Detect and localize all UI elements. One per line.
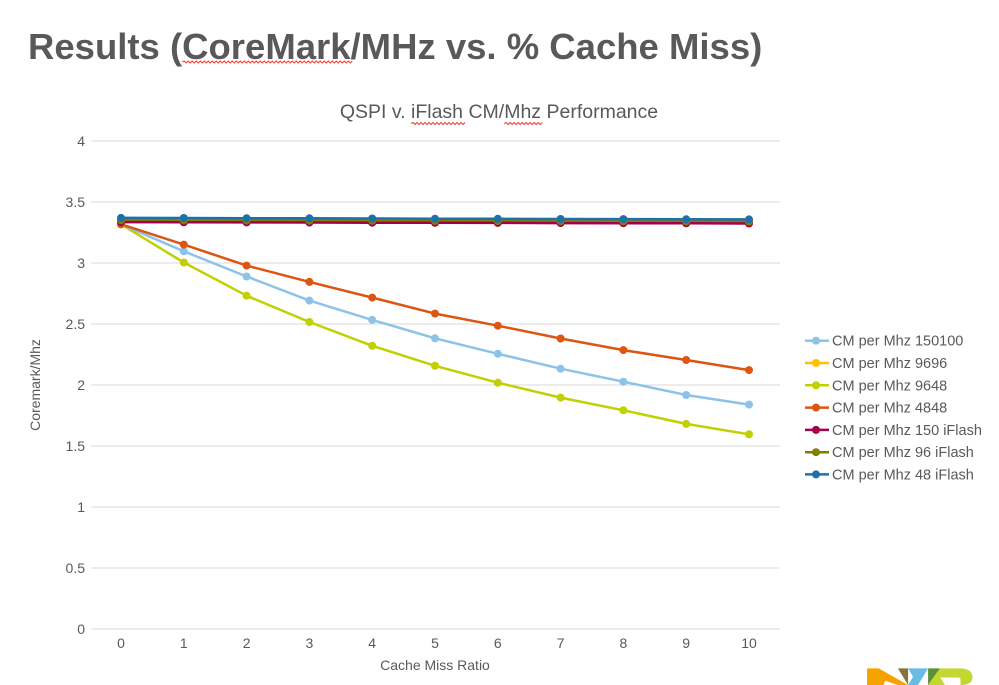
svg-text:0: 0 [117,635,125,651]
svg-text:0: 0 [77,621,85,637]
svg-text:5: 5 [431,635,439,651]
svg-text:0.5: 0.5 [66,560,86,576]
svg-text:1: 1 [77,499,85,515]
svg-text:3.5: 3.5 [66,194,86,210]
svg-text:10: 10 [741,635,757,651]
svg-text:3: 3 [77,255,85,271]
svg-text:8: 8 [620,635,628,651]
svg-text:4: 4 [368,635,376,651]
svg-text:1: 1 [180,635,188,651]
svg-text:2.5: 2.5 [66,316,86,332]
svg-text:1.5: 1.5 [66,438,86,454]
svg-text:6: 6 [494,635,502,651]
svg-text:2: 2 [77,377,85,393]
svg-text:CM per Mhz 4848: CM per Mhz 4848 [832,401,947,417]
svg-text:7: 7 [557,635,565,651]
svg-text:Coremark/Mhz: Coremark/Mhz [27,339,43,431]
svg-text:CM per Mhz 9648: CM per Mhz 9648 [832,378,947,394]
svg-text:9: 9 [682,635,690,651]
svg-text:3: 3 [306,635,314,651]
svg-text:CM per Mhz 96 iFlash: CM per Mhz 96 iFlash [832,445,974,461]
svg-text:CM per Mhz 48 iFlash: CM per Mhz 48 iFlash [832,467,974,483]
svg-text:Cache Miss Ratio: Cache Miss Ratio [380,657,490,673]
svg-text:4: 4 [77,133,85,149]
svg-text:CM per Mhz 9696: CM per Mhz 9696 [832,356,947,372]
svg-text:CM per Mhz 150100: CM per Mhz 150100 [832,334,963,350]
svg-text:QSPI v. iFlash CM/Mhz Performa: QSPI v. iFlash CM/Mhz Performance [340,101,658,123]
svg-text:2: 2 [243,635,251,651]
svg-text:CM per Mhz 150 iFlash: CM per Mhz 150 iFlash [832,423,982,439]
